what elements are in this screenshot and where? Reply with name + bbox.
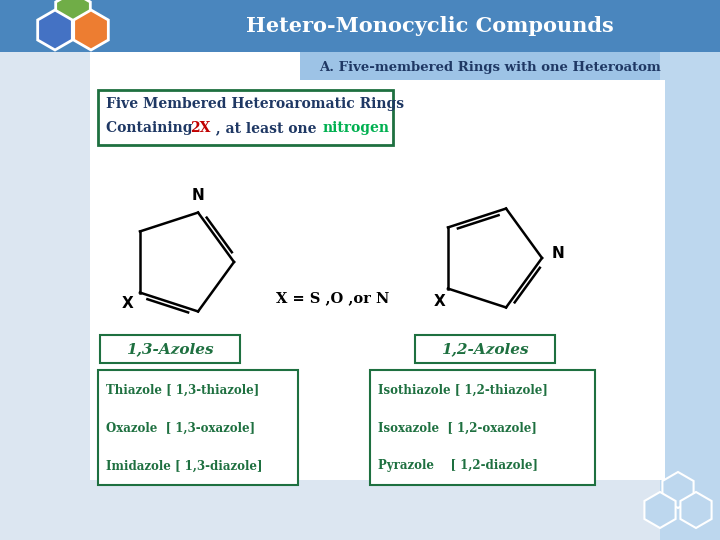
Text: Imidazole [ 1,3-diazole]: Imidazole [ 1,3-diazole] — [106, 460, 263, 472]
Text: A. Five-membered Rings with one Heteroatom: A. Five-membered Rings with one Heteroat… — [319, 60, 661, 73]
Bar — [660, 0, 720, 540]
Bar — [100, 335, 240, 363]
Bar — [370, 370, 595, 485]
Text: 1,2-Azoles: 1,2-Azoles — [441, 342, 528, 356]
Text: , at least one: , at least one — [211, 121, 321, 135]
Polygon shape — [680, 492, 711, 528]
Polygon shape — [662, 472, 693, 508]
Bar — [0, 0, 720, 52]
Polygon shape — [55, 0, 90, 32]
Bar — [98, 90, 393, 145]
Polygon shape — [644, 492, 675, 528]
Text: N: N — [192, 187, 204, 202]
Bar — [98, 370, 298, 485]
Bar — [90, 80, 665, 480]
Text: Hetero-Monocyclic Compounds: Hetero-Monocyclic Compounds — [246, 16, 614, 36]
Polygon shape — [73, 10, 108, 50]
Text: X = S ,O ,or N: X = S ,O ,or N — [276, 291, 390, 305]
Text: Isoxazole  [ 1,2-oxazole]: Isoxazole [ 1,2-oxazole] — [378, 422, 537, 435]
Text: Oxazole  [ 1,3-oxazole]: Oxazole [ 1,3-oxazole] — [106, 422, 255, 435]
Text: Pyrazole    [ 1,2-diazole]: Pyrazole [ 1,2-diazole] — [378, 460, 538, 472]
Text: nitrogen: nitrogen — [323, 121, 390, 135]
Text: Containing: Containing — [106, 121, 197, 135]
Bar — [300, 52, 660, 80]
Polygon shape — [37, 10, 72, 50]
Bar — [90, 50, 655, 480]
Text: Thiazole [ 1,3-thiazole]: Thiazole [ 1,3-thiazole] — [106, 383, 259, 396]
Bar — [90, 60, 655, 480]
Text: X: X — [122, 295, 134, 310]
Text: Five Membered Heteroaromatic Rings: Five Membered Heteroaromatic Rings — [106, 97, 404, 111]
Text: 2X: 2X — [190, 121, 210, 135]
Bar — [660, 0, 720, 540]
Text: Isothiazole [ 1,2-thiazole]: Isothiazole [ 1,2-thiazole] — [378, 383, 548, 396]
Text: X: X — [434, 294, 446, 308]
Text: 1,3-Azoles: 1,3-Azoles — [126, 342, 214, 356]
Bar — [415, 335, 555, 363]
Text: N: N — [552, 246, 564, 260]
